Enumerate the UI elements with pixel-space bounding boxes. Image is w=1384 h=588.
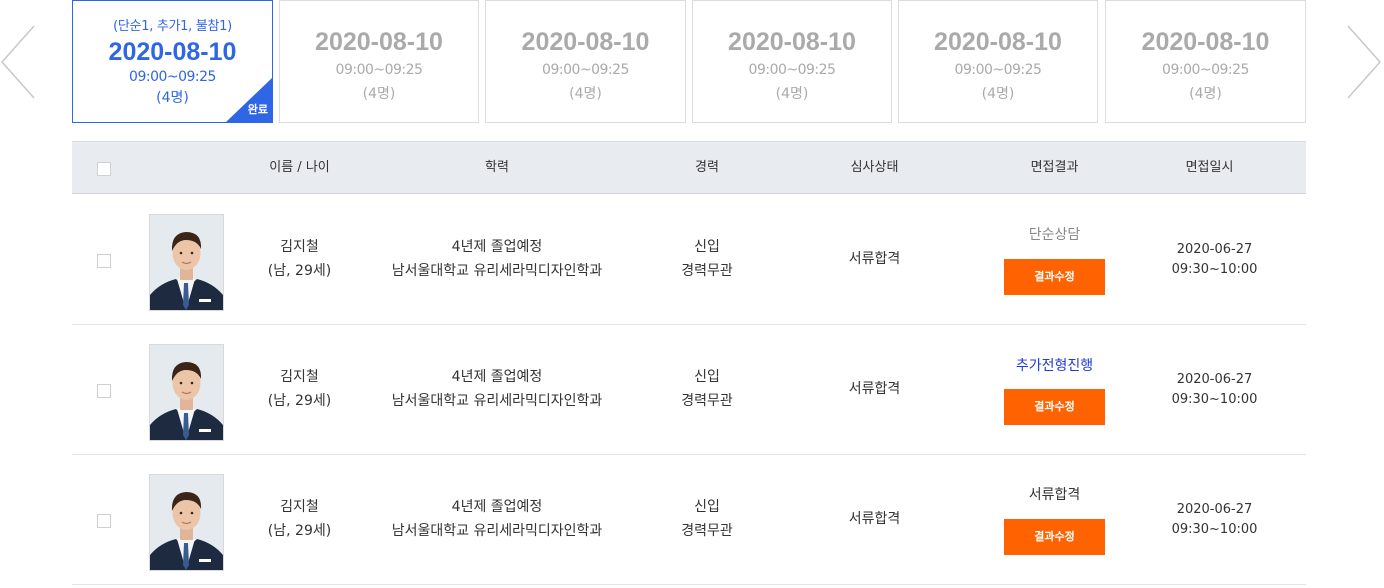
applicant-career: 신입 경력무관	[657, 235, 757, 283]
date-card-date: 2020-08-10	[934, 28, 1062, 56]
applicant-name-age: 김지철 (남, 29세)	[257, 365, 342, 413]
header-interview-datetime: 면접일시	[1185, 160, 1234, 175]
education-school: 남서울대학교 유리세라믹디자인학과	[391, 263, 603, 279]
interview-time: 09:30~10:00	[1171, 262, 1258, 277]
row-checkbox[interactable]	[97, 514, 111, 528]
edit-result-button[interactable]: 결과수정	[1004, 519, 1105, 555]
complete-badge: 완료	[226, 78, 272, 122]
career-requirement: 경력무관	[681, 523, 733, 539]
interview-datetime: 2020-06-27 09:30~10:00	[1157, 240, 1272, 280]
table-row: 김지철 (남, 29세) 4년제 졸업예정 남서울대학교 유리세라믹디자인학과 …	[72, 325, 1306, 455]
date-card-time: 09:00~09:25	[542, 62, 629, 78]
applicant-career: 신입 경력무관	[657, 365, 757, 413]
date-card[interactable]: 2020-08-10 09:00~09:25 (4명)	[485, 0, 686, 123]
applicant-education: 4년제 졸업예정 남서울대학교 유리세라믹디자인학과	[362, 495, 632, 543]
edit-result-button[interactable]: 결과수정	[1004, 259, 1105, 295]
career-level: 신입	[694, 499, 720, 515]
date-card-time: 09:00~09:25	[129, 69, 216, 85]
date-card-time: 09:00~09:25	[748, 62, 836, 78]
row-checkbox[interactable]	[97, 254, 111, 268]
interview-datetime: 2020-06-27 09:30~10:00	[1157, 370, 1272, 410]
date-card-date: 2020-08-10	[315, 28, 443, 56]
applicant-photo	[149, 214, 224, 311]
applicant-name-age: 김지철 (남, 29세)	[257, 235, 342, 283]
applicant-name: 김지철	[280, 239, 319, 255]
education-status: 4년제 졸업예정	[451, 499, 543, 515]
date-card-count: (4명)	[775, 86, 809, 102]
header-career: 경력	[695, 160, 719, 175]
applicant-education: 4년제 졸업예정 남서울대학교 유리세라믹디자인학과	[362, 365, 632, 413]
date-card[interactable]: 2020-08-10 09:00~09:25 (4명)	[898, 0, 1098, 123]
interview-time: 09:30~10:00	[1171, 522, 1258, 537]
interview-result: 단순상담	[1028, 227, 1081, 243]
date-card-date: 2020-08-10	[1141, 28, 1270, 56]
table-row: 김지철 (남, 29세) 4년제 졸업예정 남서울대학교 유리세라믹디자인학과 …	[72, 455, 1306, 585]
date-card-count: (4명)	[569, 86, 602, 102]
career-requirement: 경력무관	[681, 263, 733, 279]
date-card[interactable]: 2020-08-10 09:00~09:25 (4명)	[279, 0, 479, 123]
applicant-name: 김지철	[280, 499, 319, 515]
table-row: 김지철 (남, 29세) 4년제 졸업예정 남서울대학교 유리세라믹디자인학과 …	[72, 195, 1306, 325]
career-level: 신입	[694, 369, 720, 385]
applicant-name: 김지철	[280, 369, 319, 385]
education-school: 남서울대학교 유리세라믹디자인학과	[391, 393, 603, 409]
review-status: 서류합격	[848, 381, 901, 397]
date-card-count: (4명)	[981, 86, 1015, 102]
interview-time: 09:30~10:00	[1171, 392, 1258, 407]
applicant-name-age: 김지철 (남, 29세)	[257, 495, 342, 543]
header-review-status: 심사상태	[850, 160, 899, 175]
applicant-photo	[149, 474, 224, 571]
interview-date: 2020-06-27	[1176, 502, 1253, 517]
header-interview-result: 면접결과	[1030, 160, 1079, 175]
applicant-gender-age: (남, 29세)	[267, 523, 332, 539]
career-level: 신입	[694, 239, 720, 255]
education-school: 남서울대학교 유리세라믹디자인학과	[391, 523, 603, 539]
edit-result-button[interactable]: 결과수정	[1004, 389, 1105, 425]
date-card-count: (4명)	[1189, 86, 1222, 102]
next-arrow-icon[interactable]	[1344, 22, 1384, 102]
date-card-date: 2020-08-10	[728, 28, 856, 56]
applicant-education: 4년제 졸업예정 남서울대학교 유리세라믹디자인학과	[362, 235, 632, 283]
applicant-gender-age: (남, 29세)	[267, 263, 332, 279]
interview-result: 서류합격	[1028, 487, 1081, 503]
header-name-age: 이름 / 나이	[269, 160, 330, 175]
table-header: 이름 / 나이 학력 경력 심사상태 면접결과 면접일시	[72, 141, 1306, 194]
date-card[interactable]: 2020-08-10 09:00~09:25 (4명)	[1105, 0, 1306, 123]
applicant-career: 신입 경력무관	[657, 495, 757, 543]
select-all-checkbox[interactable]	[97, 162, 111, 176]
date-card-time: 09:00~09:25	[954, 62, 1042, 78]
applicant-gender-age: (남, 29세)	[267, 393, 332, 409]
date-card-selected[interactable]: (단순1, 추가1, 불참1) 2020-08-10 09:00~09:25 (…	[72, 0, 273, 123]
interview-result: 추가전형진행	[1015, 358, 1094, 374]
date-card-date: 2020-08-10	[108, 38, 237, 66]
date-card[interactable]: 2020-08-10 09:00~09:25 (4명)	[692, 0, 892, 123]
interview-date: 2020-06-27	[1176, 242, 1253, 257]
review-status: 서류합격	[848, 251, 901, 267]
interview-datetime: 2020-06-27 09:30~10:00	[1157, 500, 1272, 540]
interview-date: 2020-06-27	[1176, 372, 1253, 387]
career-requirement: 경력무관	[681, 393, 733, 409]
header-education: 학력	[485, 160, 509, 175]
row-checkbox[interactable]	[97, 384, 111, 398]
date-card-count: (4명)	[362, 86, 396, 102]
date-card-summary: (단순1, 추가1, 불참1)	[113, 19, 232, 34]
date-card-time: 09:00~09:25	[335, 62, 423, 78]
date-card-time: 09:00~09:25	[1162, 62, 1249, 78]
prev-arrow-icon[interactable]	[0, 22, 40, 102]
review-status: 서류합격	[848, 511, 901, 527]
applicant-photo	[149, 344, 224, 441]
date-card-count: (4명)	[156, 90, 189, 106]
complete-badge-label: 완료	[247, 103, 268, 116]
date-card-date: 2020-08-10	[521, 28, 650, 56]
education-status: 4년제 졸업예정	[451, 239, 543, 255]
education-status: 4년제 졸업예정	[451, 369, 543, 385]
